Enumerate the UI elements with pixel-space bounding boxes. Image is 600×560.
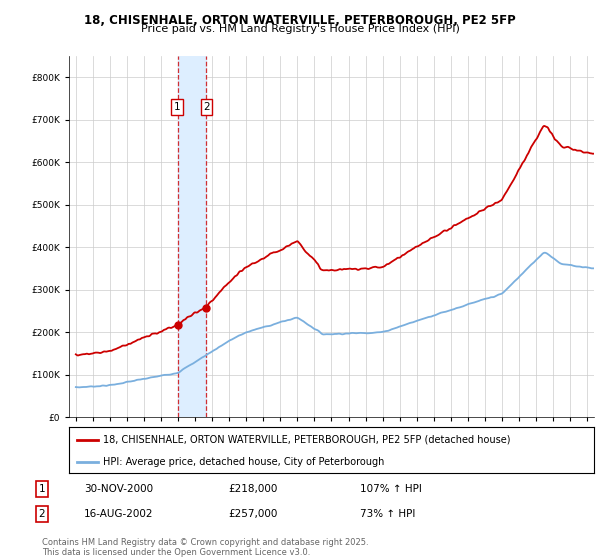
- Text: £257,000: £257,000: [228, 509, 277, 519]
- Text: 16-AUG-2002: 16-AUG-2002: [84, 509, 154, 519]
- Text: Price paid vs. HM Land Registry's House Price Index (HPI): Price paid vs. HM Land Registry's House …: [140, 24, 460, 34]
- Text: 1: 1: [38, 484, 46, 494]
- Text: 30-NOV-2000: 30-NOV-2000: [84, 484, 153, 494]
- Text: 18, CHISENHALE, ORTON WATERVILLE, PETERBOROUGH, PE2 5FP (detached house): 18, CHISENHALE, ORTON WATERVILLE, PETERB…: [103, 435, 511, 445]
- Text: £218,000: £218,000: [228, 484, 277, 494]
- Text: 107% ↑ HPI: 107% ↑ HPI: [360, 484, 422, 494]
- Bar: [178, 56, 206, 417]
- Text: 1: 1: [174, 102, 181, 112]
- Text: 2: 2: [203, 102, 210, 112]
- Text: 73% ↑ HPI: 73% ↑ HPI: [360, 509, 415, 519]
- Text: 18, CHISENHALE, ORTON WATERVILLE, PETERBOROUGH, PE2 5FP: 18, CHISENHALE, ORTON WATERVILLE, PETERB…: [84, 14, 516, 27]
- Text: HPI: Average price, detached house, City of Peterborough: HPI: Average price, detached house, City…: [103, 457, 385, 466]
- Text: Contains HM Land Registry data © Crown copyright and database right 2025.
This d: Contains HM Land Registry data © Crown c…: [42, 538, 368, 557]
- Text: 2: 2: [38, 509, 46, 519]
